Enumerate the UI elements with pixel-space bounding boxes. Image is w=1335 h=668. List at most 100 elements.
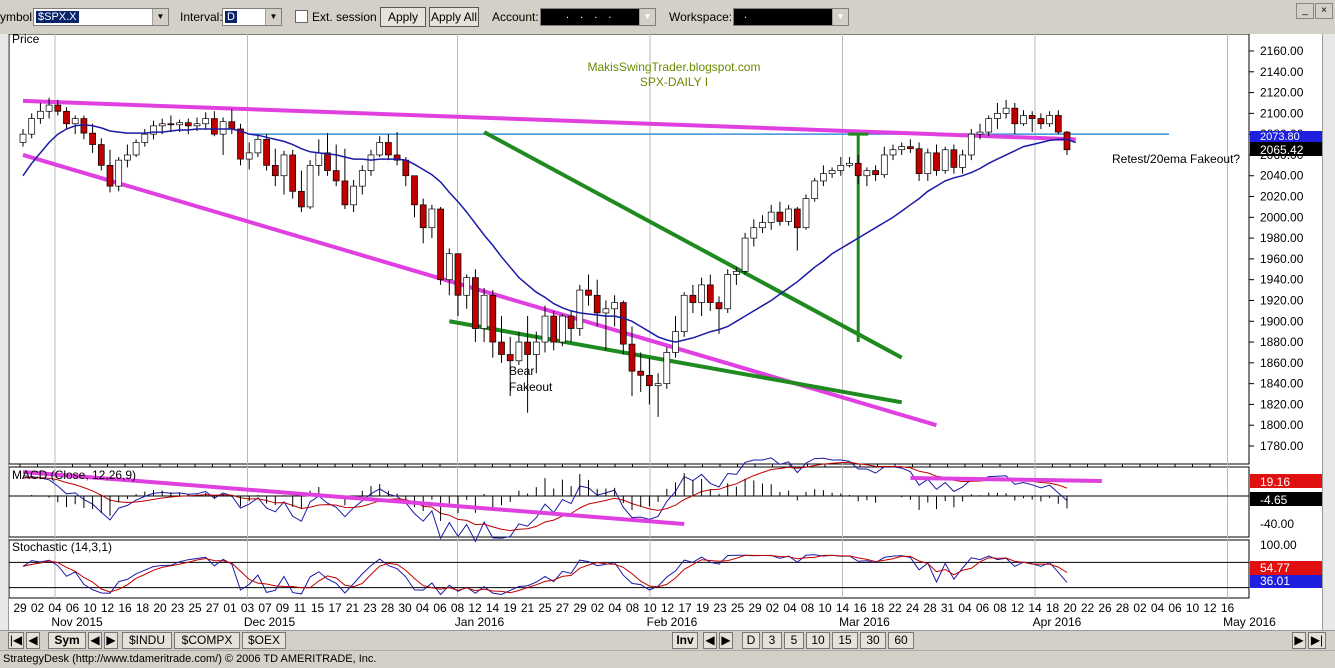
chevron-down-icon[interactable]: ▼ [265, 9, 281, 25]
x-month-label: May 2016 [1223, 615, 1276, 629]
inv-button[interactable]: Inv [672, 632, 698, 649]
period-3-button[interactable]: 3 [762, 632, 782, 649]
period-next-icon[interactable]: ▶ [719, 632, 733, 649]
period-5-button[interactable]: 5 [784, 632, 804, 649]
stoch-value-1: 54.77 [1260, 561, 1290, 575]
macd-tick: -40.00 [1260, 517, 1294, 531]
x-day-label: 18 [871, 601, 885, 615]
minimize-icon[interactable]: _ [1296, 3, 1314, 19]
account-select[interactable]: . . . . ▼ [540, 8, 656, 26]
tab-next-icon[interactable]: ▶ [104, 632, 118, 649]
candle-body [193, 123, 201, 127]
tab-compx[interactable]: $COMPX [174, 632, 240, 649]
x-day-label: 23 [363, 601, 377, 615]
x-day-label: 16 [118, 601, 132, 615]
x-day-label: 11 [294, 601, 307, 615]
bear-note: Bear [509, 364, 534, 378]
scroll-left-icon[interactable]: ◀ [26, 632, 40, 649]
close-icon[interactable]: × [1315, 3, 1333, 19]
chevron-down-icon[interactable]: ▼ [832, 9, 848, 25]
tab-sym[interactable]: Sym [48, 632, 86, 649]
last-price-tag [1250, 142, 1322, 156]
candle-body [271, 164, 279, 177]
x-day-label: 30 [398, 601, 412, 615]
x-day-label: 09 [276, 601, 290, 615]
period-d-button[interactable]: D [742, 632, 760, 649]
y-tick-label: 1920.00 [1260, 293, 1304, 307]
y-tick-label: 2160.00 [1260, 44, 1304, 58]
interval-select[interactable]: D ▼ [222, 8, 282, 26]
x-day-label: 16 [853, 601, 867, 615]
x-month-label: Nov 2015 [51, 615, 103, 629]
candle-body [802, 198, 810, 229]
candle-body [515, 341, 523, 362]
candle-body [532, 341, 540, 355]
scroll-first-icon[interactable]: |◀ [8, 632, 24, 649]
scroll-right-icon[interactable]: ▶ [1292, 632, 1306, 649]
candle-body [219, 121, 227, 135]
macd-tag-2 [1250, 492, 1322, 506]
symbol-input[interactable]: $SPX.X ▼ [33, 8, 169, 26]
candle-body [358, 170, 366, 187]
x-day-label: 06 [1168, 601, 1182, 615]
scroll-last-icon[interactable]: ▶| [1308, 632, 1326, 649]
candle-body [28, 118, 36, 135]
stoch-title: Stochastic (14,3,1) [12, 540, 112, 554]
workspace-select[interactable]: . ▼ [733, 8, 849, 26]
candle-body [950, 149, 958, 168]
ext-session-label: Ext. session [312, 10, 377, 24]
period-15-button[interactable]: 15 [832, 632, 858, 649]
account-value: . . . . [566, 9, 616, 21]
macd-value-1: 19.16 [1260, 475, 1290, 489]
candle-body [54, 104, 62, 112]
x-day-label: 29 [13, 601, 27, 615]
candle-body [1037, 118, 1045, 125]
chevron-down-icon[interactable]: ▼ [152, 9, 168, 25]
price-axis: 2160.002140.002120.002100.002080.002060.… [1249, 44, 1304, 453]
candle-body [385, 142, 392, 156]
y-tick-label: 1960.00 [1260, 252, 1304, 266]
candle-body [863, 170, 871, 177]
tab-prev-icon[interactable]: ◀ [88, 632, 102, 649]
period-30-button[interactable]: 30 [860, 632, 886, 649]
chart-name-annotation: SPX-DAILY I [640, 75, 708, 89]
x-day-label: 28 [923, 601, 937, 615]
candle-body [976, 131, 984, 135]
x-day-label: 06 [976, 601, 990, 615]
candle-body [445, 253, 453, 281]
candle-body [71, 118, 79, 125]
candle-body [393, 154, 401, 161]
candle-body [933, 152, 940, 171]
y-tick-label: 1880.00 [1260, 335, 1304, 349]
candle-body [63, 110, 70, 125]
tab-indu[interactable]: $INDU [122, 632, 172, 649]
ext-session-checkbox[interactable] [295, 10, 308, 23]
candle-body [158, 123, 166, 127]
chevron-down-icon[interactable]: ▼ [639, 9, 655, 25]
trendlines [22, 98, 1169, 428]
candle-body [733, 271, 740, 275]
x-day-label: 21 [346, 601, 360, 615]
candle-body [489, 294, 497, 343]
y-tick-label: 2140.00 [1260, 65, 1304, 79]
candle-body [628, 343, 636, 372]
tab-oex[interactable]: $OEX [242, 632, 286, 649]
candle-body [176, 122, 183, 126]
x-day-label: 14 [486, 601, 500, 615]
candle-body [19, 133, 27, 143]
y-tick-label: 2120.00 [1260, 86, 1304, 100]
account-label: Account: [492, 10, 539, 24]
stoch-k-line [22, 554, 1068, 596]
x-day-label: 22 [888, 601, 902, 615]
period-prev-icon[interactable]: ◀ [703, 632, 717, 649]
apply-button[interactable]: Apply [380, 7, 426, 27]
apply-all-button[interactable]: Apply All [429, 7, 479, 27]
chart-area[interactable]: 2160.002140.002120.002100.002080.002060.… [8, 32, 1322, 630]
x-day-label: 07 [258, 601, 272, 615]
period-60-button[interactable]: 60 [888, 632, 914, 649]
x-day-label: 23 [713, 601, 727, 615]
interval-value: D [225, 11, 237, 23]
y-tick-label: 1840.00 [1260, 377, 1304, 391]
period-10-button[interactable]: 10 [806, 632, 830, 649]
price-chart[interactable]: 2160.002140.002120.002100.002080.002060.… [8, 32, 1322, 630]
